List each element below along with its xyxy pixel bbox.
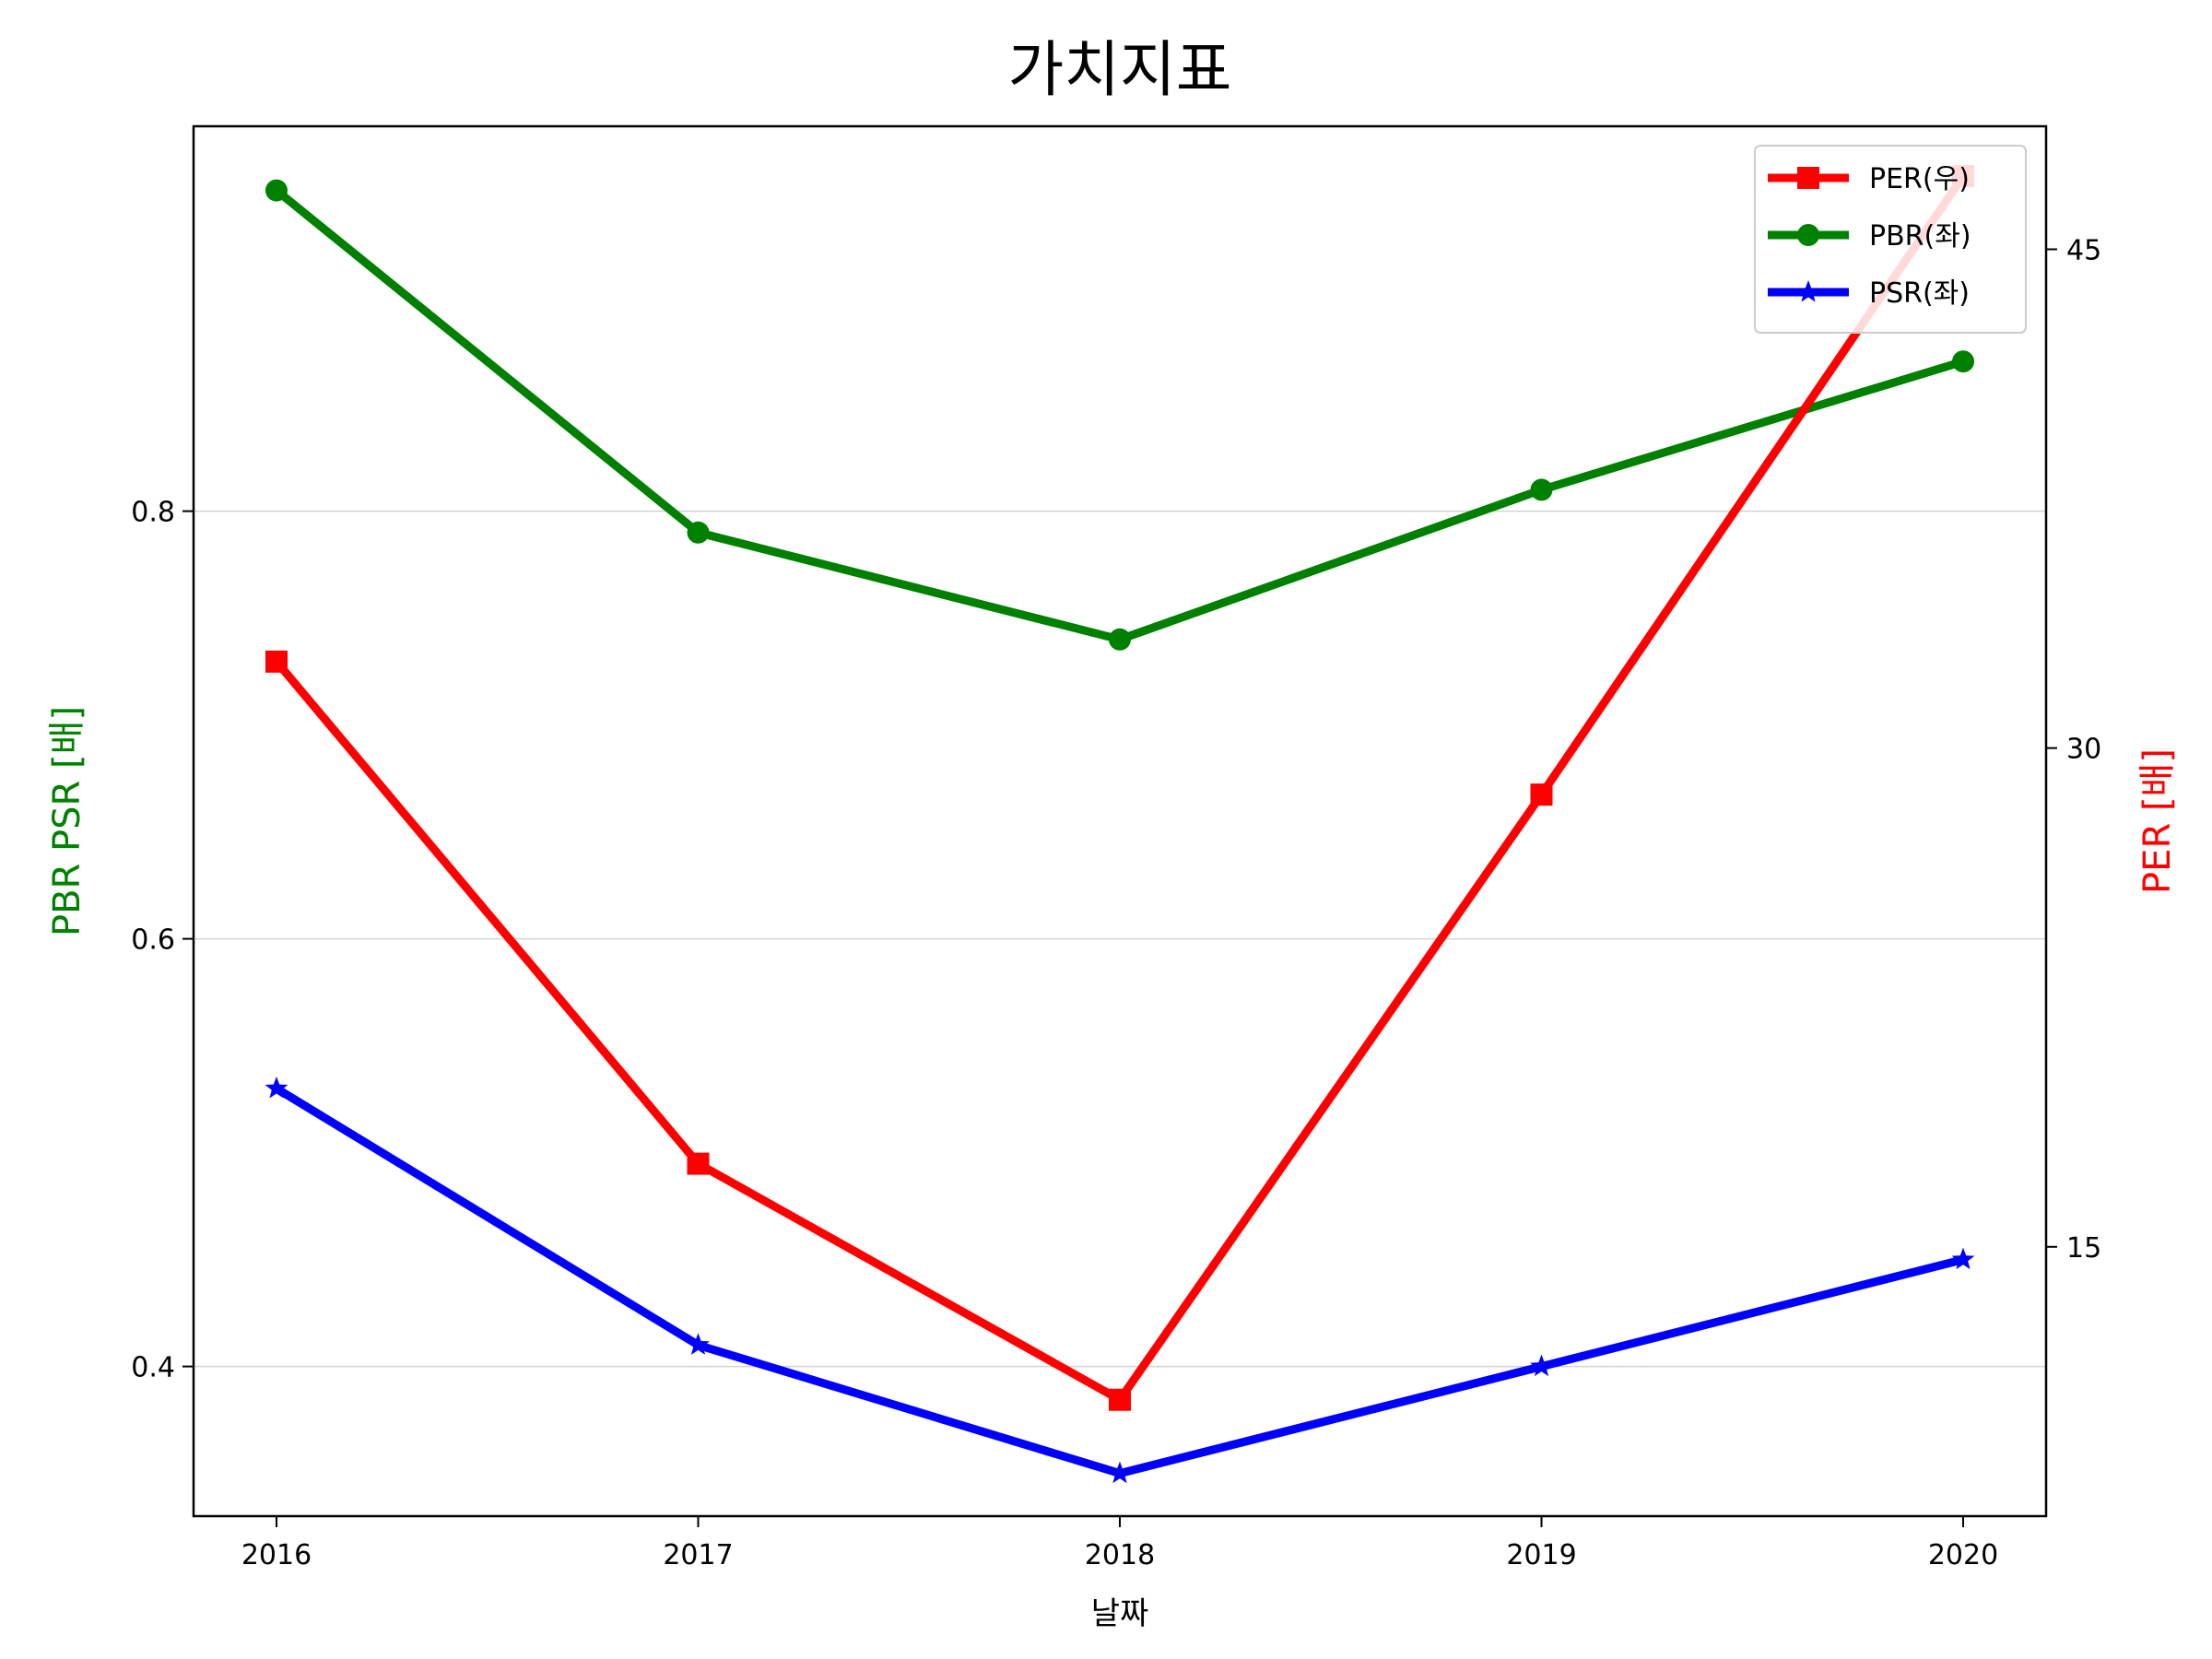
data-point-pbr — [1109, 628, 1131, 651]
data-point-per — [1109, 1388, 1131, 1411]
series-per — [265, 165, 1974, 1411]
x-tick-label: 2017 — [663, 1539, 733, 1571]
x-tick-label: 2016 — [241, 1539, 312, 1571]
y-right-tick-label: 45 — [2066, 234, 2101, 266]
legend-label: PBR(좌) — [1869, 220, 1971, 253]
legend-marker — [1797, 224, 1819, 246]
legend-entry-per: PER(우) — [1768, 163, 1970, 195]
x-tick-label: 2018 — [1085, 1539, 1155, 1571]
series-pbr — [265, 179, 1974, 651]
legend-marker — [1796, 280, 1820, 302]
legend-box — [1754, 145, 2027, 334]
x-axis-label: 날짜 — [1091, 1595, 1149, 1632]
legend-label: PSR(좌) — [1869, 277, 1970, 310]
data-point-pbr — [265, 179, 288, 202]
y-axis-label-right: PER [배] — [2136, 748, 2179, 894]
x-tick-label: 2020 — [1928, 1539, 1998, 1571]
legend: PER(우) PBR(좌) PSR(좌) — [1754, 145, 2027, 334]
legend-entry-pbr: PBR(좌) — [1768, 220, 1971, 253]
data-point-per — [687, 1152, 710, 1175]
data-point-psr — [1530, 1354, 1553, 1377]
data-point-pbr — [687, 521, 710, 544]
data-point-psr — [1108, 1461, 1132, 1484]
legend-entry-psr: PSR(좌) — [1768, 277, 1970, 310]
legend-marker — [1797, 167, 1819, 189]
data-point-per — [1530, 783, 1553, 806]
legend-label: PER(우) — [1869, 163, 1970, 195]
data-point-psr — [1951, 1247, 1975, 1270]
data-point-pbr — [1530, 478, 1553, 501]
data-point-per — [265, 650, 288, 673]
data-point-psr — [265, 1077, 288, 1099]
series-layer — [265, 165, 1975, 1484]
x-tick-label: 2019 — [1506, 1539, 1576, 1571]
y-left-tick-label: 0.6 — [131, 924, 175, 957]
data-point-psr — [687, 1333, 710, 1355]
y-left-tick-label: 0.8 — [131, 497, 175, 529]
legend-items: PER(우) PBR(좌) PSR(좌) — [1768, 163, 1971, 310]
series-psr — [265, 1077, 1975, 1484]
axis-layer: 2016 2017 2018 2019 2020 0.4 0.6 0.8 15 30 45 — [131, 234, 2101, 1571]
y-axis-label-left: PBR PSR [배] — [46, 706, 88, 936]
y-right-tick-label: 15 — [2066, 1232, 2101, 1265]
y-right-tick-label: 30 — [2066, 734, 2101, 766]
data-point-pbr — [1952, 350, 1974, 373]
chart-title: 가치지표 — [1008, 34, 1232, 105]
y-left-tick-label: 0.4 — [131, 1352, 175, 1384]
plot-area — [194, 126, 2046, 1516]
